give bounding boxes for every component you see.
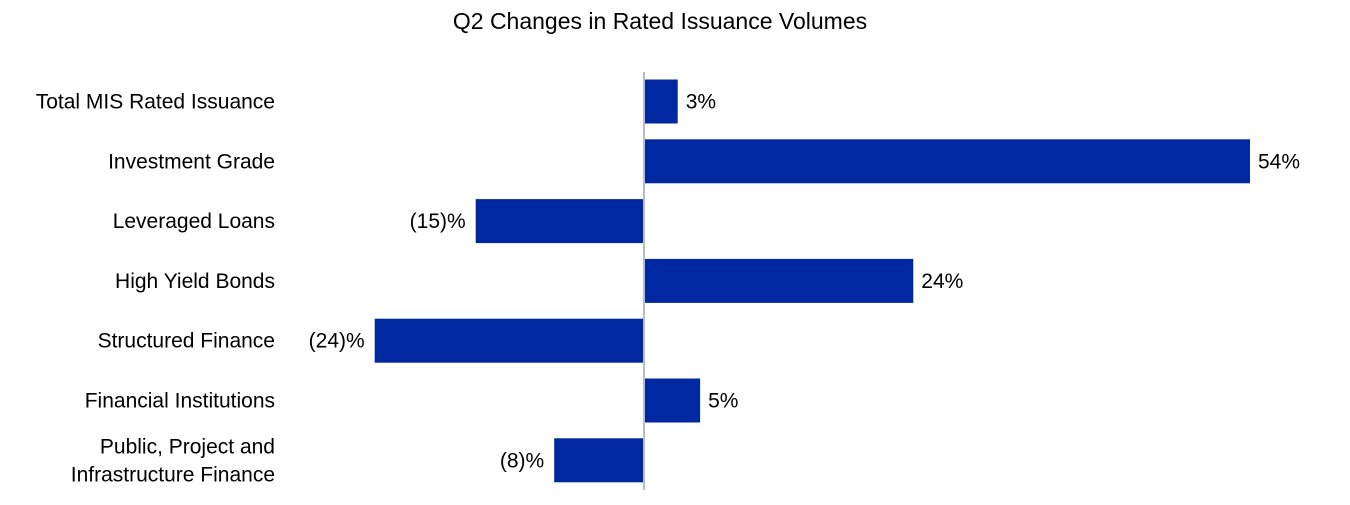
- bar-1: [644, 139, 1250, 184]
- category-label-1: Investment Grade: [108, 150, 275, 173]
- data-label-3: 24%: [921, 270, 963, 293]
- bar-6: [554, 438, 644, 483]
- bar-3: [644, 258, 914, 303]
- bar-4: [374, 318, 644, 363]
- category-label-6-line-0: Public, Project and: [100, 435, 275, 458]
- category-label-4: Structured Finance: [98, 330, 275, 353]
- bars-layer: [374, 79, 1250, 483]
- data-label-1: 54%: [1258, 150, 1300, 173]
- data-label-5: 5%: [708, 390, 738, 413]
- category-label-5: Financial Institutions: [85, 390, 275, 413]
- data-label-4: (24)%: [309, 330, 365, 353]
- chart-title: Q2 Changes in Rated Issuance Volumes: [453, 8, 867, 34]
- data-label-0: 3%: [686, 91, 716, 114]
- data-labels-layer: 3% 54% (15)% 24% (24)% 5% (8)%: [309, 91, 1300, 473]
- bar-0: [644, 79, 678, 124]
- category-label-6-line-1: Infrastructure Finance: [71, 463, 275, 486]
- category-label-0: Total MIS Rated Issuance: [36, 91, 275, 114]
- data-label-6: (8)%: [500, 449, 544, 472]
- bar-5: [644, 378, 701, 423]
- category-label-3: High Yield Bonds: [115, 270, 275, 293]
- category-labels-layer: Total MIS Rated Issuance Investment Grade…: [36, 91, 275, 487]
- bar-2: [475, 199, 644, 244]
- category-label-2: Leveraged Loans: [113, 210, 275, 233]
- data-label-2: (15)%: [410, 210, 466, 233]
